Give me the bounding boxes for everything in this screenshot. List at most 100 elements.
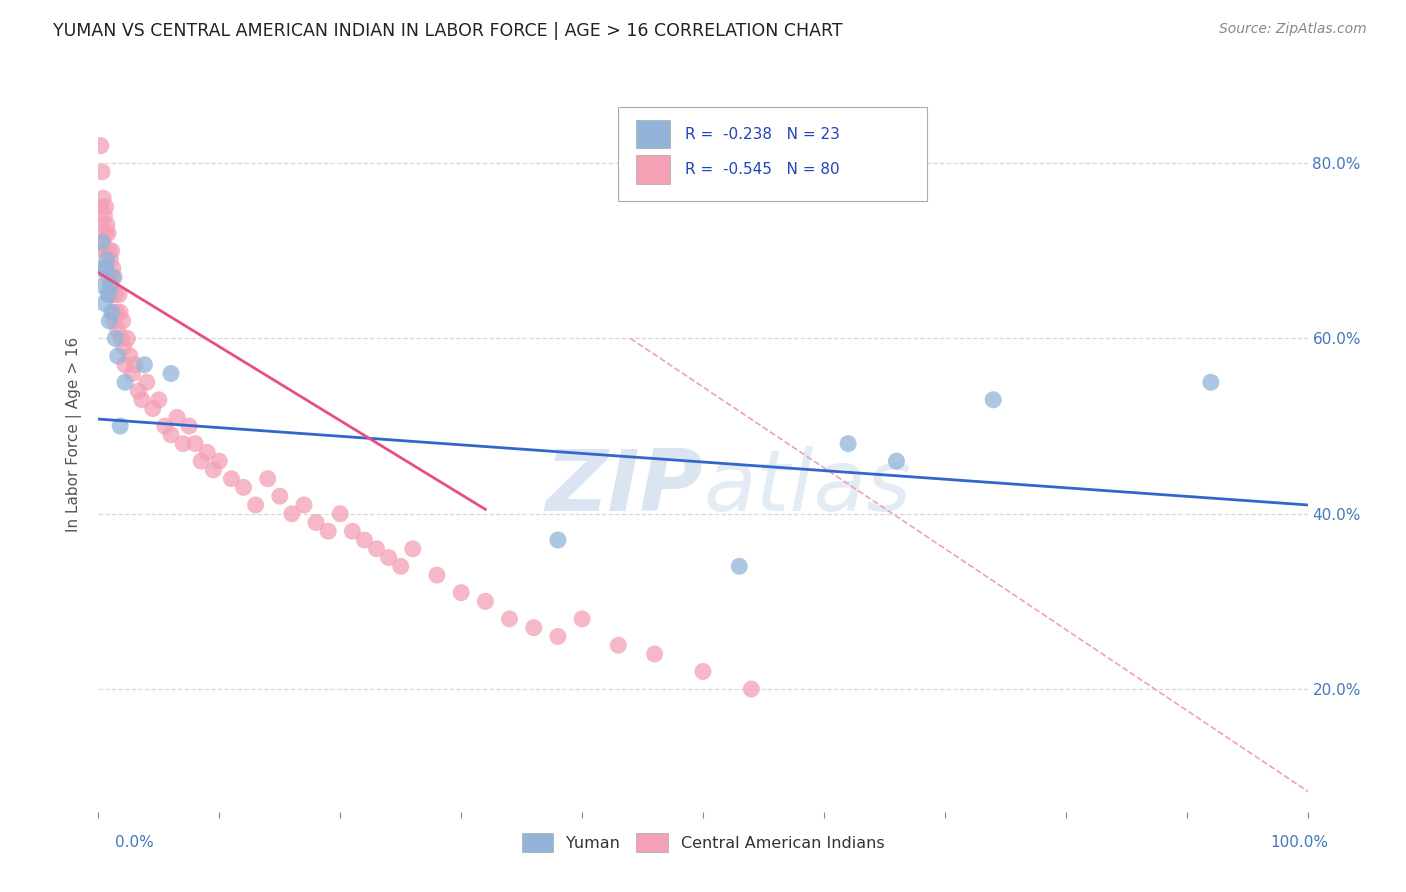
Point [160,428,183,442]
Point [134,358,156,372]
Point [94,261,117,276]
Point [728,559,751,574]
Point [94,227,117,241]
Point [114,376,136,390]
Point [118,349,141,363]
Point [644,647,666,661]
Point [981,392,1004,407]
Point [160,367,183,381]
Point [100,278,122,293]
Point [90,261,112,276]
Point [474,594,496,608]
Text: atlas: atlas [703,446,911,529]
Point [366,541,388,556]
Point [377,550,399,565]
Point [179,419,201,434]
Point [148,392,170,407]
Point [547,533,569,547]
Point [103,270,125,285]
Point [97,287,120,301]
Point [90,138,112,153]
Point [305,516,328,530]
Point [100,278,122,293]
Point [131,392,153,407]
Point [94,261,117,276]
Point [108,305,131,319]
Point [121,367,143,381]
Point [97,270,120,285]
Point [90,200,112,214]
Point [107,349,129,363]
Point [96,252,118,267]
Point [94,200,117,214]
Point [98,287,121,301]
Text: 100.0%: 100.0% [1271,836,1329,850]
Y-axis label: In Labor Force | Age > 16: In Labor Force | Age > 16 [66,337,83,533]
Point [135,376,157,390]
Point [740,681,762,696]
Point [142,401,165,416]
Point [91,191,114,205]
Point [91,235,114,249]
Point [91,165,114,179]
Point [329,507,352,521]
Point [127,384,149,398]
Point [837,436,859,450]
Point [281,507,304,521]
Point [112,340,135,354]
Point [124,358,146,372]
Point [245,498,267,512]
Point [101,305,124,319]
Point [523,621,546,635]
Text: Source: ZipAtlas.com: Source: ZipAtlas.com [1219,22,1367,37]
Point [292,498,315,512]
Point [221,472,243,486]
Point [101,261,124,276]
Point [103,314,125,328]
Point [97,227,120,241]
Point [91,218,114,232]
Point [402,541,425,556]
Point [111,314,134,328]
FancyBboxPatch shape [619,107,927,202]
Point [607,638,630,652]
Point [108,419,131,434]
Point [450,585,472,599]
Point [547,629,569,643]
Point [353,533,375,547]
Point [101,270,124,285]
Point [96,218,118,232]
Point [172,436,194,450]
Point [105,305,128,319]
Point [117,331,139,345]
Point [153,419,176,434]
Bar [637,155,671,184]
Point [114,358,136,372]
Point [100,287,122,301]
Point [342,524,364,539]
Text: ZIP: ZIP [546,446,703,529]
Point [195,445,218,459]
Point [692,665,714,679]
Point [91,235,114,249]
Point [571,612,593,626]
Point [100,244,122,258]
Point [232,480,254,494]
Text: R =  -0.238   N = 23: R = -0.238 N = 23 [685,127,839,142]
Point [104,287,127,301]
Point [100,252,122,267]
Legend: Yuman, Central American Indians: Yuman, Central American Indians [515,827,891,858]
Point [98,314,121,328]
Text: R =  -0.545   N = 80: R = -0.545 N = 80 [685,162,839,177]
Point [93,296,115,310]
Point [208,454,231,468]
Point [96,244,118,258]
Point [389,559,412,574]
Point [166,410,188,425]
Point [91,278,114,293]
Point [256,472,278,486]
Point [184,436,207,450]
Point [190,454,212,468]
Point [1199,376,1222,390]
Text: 0.0%: 0.0% [115,836,155,850]
